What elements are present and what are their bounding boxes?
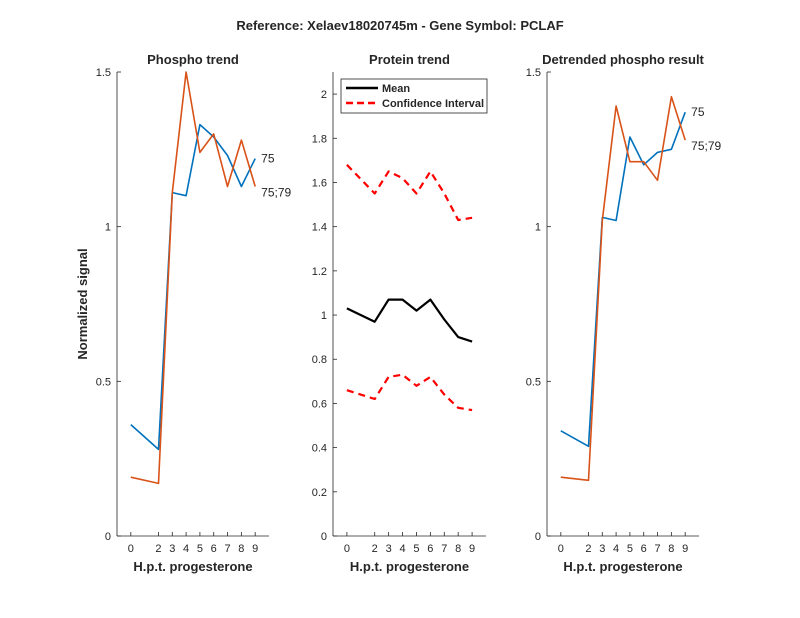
series-line-2 (346, 373, 473, 412)
detrended-phospho-axes: 0 2 3 4 5 6 7 8 9 0 0.5 1 1.5 (526, 67, 699, 555)
x-tick-label: 6 (641, 543, 647, 555)
y-tick-label: 2 (321, 89, 327, 101)
x-tick-label: 0 (128, 543, 134, 555)
x-tick-label: 2 (372, 543, 378, 555)
figure-title: Reference: Xelaev18020745m - Gene Symbol… (236, 18, 563, 33)
x-tick-label: 7 (224, 543, 230, 555)
y-tick-label: 1 (105, 222, 111, 234)
phospho-trend-panel: Phospho trend H.p.t. progesterone Normal… (75, 52, 292, 574)
y-tick-label: 0 (105, 531, 111, 543)
phospho-trend-ylabel: Normalized signal (75, 248, 90, 359)
x-tick-label: 2 (585, 543, 591, 555)
x-tick-label: 8 (238, 543, 244, 555)
x-tick-label: 0 (558, 543, 564, 555)
legend-box (340, 78, 488, 114)
x-tick-label: 2 (155, 543, 161, 555)
x-tick-label: 3 (386, 543, 392, 555)
phospho-trend-lines (130, 71, 256, 485)
series-line-0 (346, 298, 473, 343)
protein-trend-axes: 0 2 3 4 5 6 7 8 900.20.40.60.811.21.41.61.82 (312, 72, 486, 555)
y-tick-label: 0 (321, 531, 327, 543)
series-line-1 (130, 71, 256, 485)
x-tick-label: 4 (399, 543, 405, 555)
x-tick-label: 8 (668, 543, 674, 555)
phospho-trend-annotation-75-79: 75;79 (261, 185, 291, 199)
series-line-1 (346, 164, 473, 222)
y-tick-label: 1 (535, 222, 541, 234)
phospho-trend-annotation-75: 75 (261, 152, 275, 166)
y-tick-label: 0.8 (312, 354, 327, 366)
detrended-phospho-title: Detrended phospho result (542, 52, 704, 67)
y-tick-label: 0.4 (312, 443, 327, 455)
x-tick-label: 3 (599, 543, 605, 555)
detrended-annotation-75-79: 75;79 (691, 139, 721, 153)
series-line-1 (560, 95, 686, 482)
series-line-0 (130, 123, 256, 451)
phospho-trend-title: Phospho trend (147, 52, 239, 67)
protein-trend-xlabel: H.p.t. progesterone (350, 559, 469, 574)
x-tick-label: 9 (682, 543, 688, 555)
y-tick-label: 1.4 (312, 222, 327, 234)
y-tick-label: 1.8 (312, 133, 327, 145)
legend-mean-label: Mean (382, 83, 410, 95)
x-tick-label: 7 (654, 543, 660, 555)
y-tick-label: 0.2 (312, 487, 327, 499)
protein-trend-legend: Mean Confidence Interval (340, 78, 488, 114)
x-tick-label: 4 (613, 543, 619, 555)
x-tick-label: 3 (169, 543, 175, 555)
phospho-trend-axes: 0 2 3 4 5 6 7 8 9 0 0.5 1 1.5 (96, 67, 269, 555)
protein-trend-title: Protein trend (369, 52, 450, 67)
y-tick-label: 0.5 (96, 376, 111, 388)
x-tick-label: 9 (469, 543, 475, 555)
detrended-phospho-lines (560, 95, 686, 482)
y-tick-label: 0.6 (312, 398, 327, 410)
x-tick-label: 5 (413, 543, 419, 555)
x-tick-label: 4 (183, 543, 189, 555)
x-tick-label: 8 (455, 543, 461, 555)
y-tick-label: 1.6 (312, 177, 327, 189)
x-tick-label: 5 (197, 543, 203, 555)
series-line-0 (560, 111, 686, 448)
x-tick-label: 7 (441, 543, 447, 555)
y-tick-label: 1.2 (312, 266, 327, 278)
x-tick-label: 6 (211, 543, 217, 555)
detrended-phospho-panel: Detrended phospho result H.p.t. progeste… (526, 52, 722, 574)
y-tick-label: 1.5 (96, 67, 111, 79)
protein-trend-lines (346, 164, 473, 412)
y-tick-label: 1 (321, 310, 327, 322)
detrended-annotation-75: 75 (691, 105, 705, 119)
x-tick-label: 0 (344, 543, 350, 555)
x-tick-label: 5 (627, 543, 633, 555)
y-tick-label: 0.5 (526, 376, 541, 388)
phospho-trend-xlabel: H.p.t. progesterone (133, 559, 252, 574)
y-tick-label: 0 (535, 531, 541, 543)
x-tick-label: 9 (252, 543, 258, 555)
legend-ci-label: Confidence Interval (382, 98, 484, 110)
detrended-phospho-xlabel: H.p.t. progesterone (563, 559, 682, 574)
y-tick-label: 1.5 (526, 67, 541, 79)
x-tick-label: 6 (427, 543, 433, 555)
